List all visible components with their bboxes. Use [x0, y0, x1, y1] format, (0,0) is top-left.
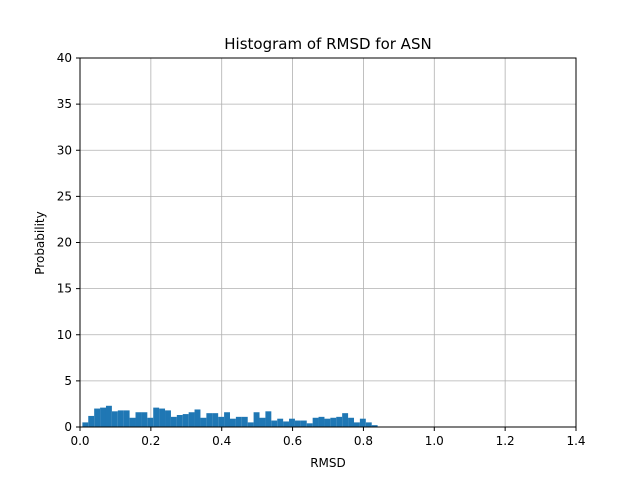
histogram-bar	[135, 412, 142, 427]
histogram-bars	[82, 405, 378, 427]
histogram-bar	[342, 413, 349, 427]
x-tick-label: 1.0	[425, 434, 444, 448]
histogram-bar	[165, 410, 171, 427]
y-tick-label: 35	[57, 97, 72, 111]
chart-title: Histogram of RMSD for ASN	[224, 35, 431, 53]
histogram-bar	[259, 417, 266, 427]
histogram-bar	[194, 409, 201, 427]
histogram-bar	[271, 420, 278, 427]
x-axis-label: RMSD	[310, 456, 346, 470]
y-axis-label: Probability	[33, 211, 47, 274]
histogram-bar	[94, 408, 101, 427]
histogram-bar	[117, 410, 124, 427]
histogram-bar	[241, 416, 248, 427]
y-tick-label: 15	[57, 282, 72, 296]
histogram-bar	[153, 407, 160, 427]
histogram-bar	[353, 422, 360, 427]
histogram-bar	[277, 418, 284, 427]
histogram-bar	[105, 405, 112, 427]
x-tick-label: 1.4	[566, 434, 585, 448]
histogram-bar	[170, 416, 177, 427]
histogram-bar	[359, 418, 366, 427]
y-tick-label: 20	[57, 236, 72, 250]
histogram-bar	[300, 420, 307, 427]
histogram-bar	[218, 416, 225, 427]
histogram-bar	[235, 416, 242, 427]
x-tick-label: 0.0	[70, 434, 89, 448]
histogram-bar	[159, 408, 166, 427]
histogram-bar	[336, 416, 343, 427]
y-tick-label: 40	[57, 51, 72, 65]
histogram-bar	[371, 425, 378, 427]
x-tick-label: 0.4	[212, 434, 231, 448]
histogram-bar	[123, 410, 130, 427]
histogram-bar	[182, 414, 189, 427]
histogram-bar	[229, 418, 236, 427]
x-tick-label: 0.2	[141, 434, 160, 448]
y-tick-label: 25	[57, 189, 72, 203]
histogram-bar	[318, 416, 325, 427]
histogram-bar	[188, 412, 195, 427]
histogram-bar	[212, 413, 219, 427]
x-tick-label: 0.8	[354, 434, 373, 448]
x-axis-ticks: 0.0 0.2 0.4 0.6 0.8 1.0 1.2 1.4	[70, 427, 586, 448]
histogram-bar	[147, 417, 154, 427]
histogram-bar	[224, 412, 231, 427]
histogram-bar	[111, 411, 118, 427]
histogram-bar	[247, 422, 254, 427]
y-tick-label: 0	[64, 420, 72, 434]
histogram-bar	[253, 412, 260, 427]
histogram-bar	[206, 413, 213, 427]
histogram-bar	[283, 421, 290, 427]
histogram-bar	[324, 418, 331, 427]
histogram-bar	[82, 422, 89, 427]
histogram-bar	[312, 417, 319, 427]
y-tick-label: 10	[57, 328, 72, 342]
y-tick-label: 30	[57, 143, 72, 157]
histogram-bar	[348, 417, 355, 427]
x-tick-label: 0.6	[283, 434, 302, 448]
y-axis-ticks: 0 5 10 15 20 25 30 35 40	[57, 51, 80, 434]
histogram-bar	[100, 407, 107, 427]
histogram-bar	[330, 417, 337, 427]
histogram-bar	[141, 412, 148, 427]
histogram-bar	[365, 422, 372, 427]
histogram-bar	[265, 411, 272, 427]
histogram-bar	[289, 418, 295, 427]
histogram-bar	[294, 420, 301, 427]
x-tick-label: 1.2	[496, 434, 515, 448]
y-tick-label: 5	[64, 374, 72, 388]
histogram-bar	[306, 423, 313, 427]
histogram-bar	[88, 415, 95, 427]
histogram-bar	[176, 415, 183, 427]
histogram-bar	[200, 417, 207, 427]
histogram-bar	[129, 417, 136, 427]
